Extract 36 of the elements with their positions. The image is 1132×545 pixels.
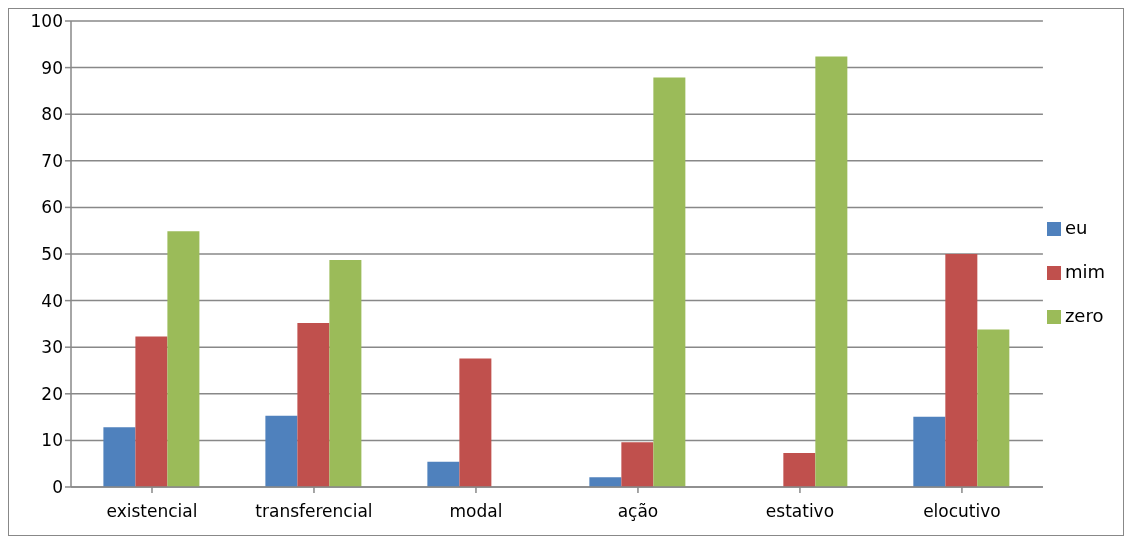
x-tick-label: existencial	[106, 501, 198, 522]
y-tick-label: 0	[52, 477, 63, 498]
legend-label: mim	[1064, 261, 1105, 282]
x-tick-label: transferencial	[255, 501, 373, 522]
bar	[653, 77, 686, 487]
y-tick-label: 100	[30, 11, 63, 32]
bar	[167, 231, 200, 487]
bar	[265, 415, 298, 487]
bar	[427, 461, 460, 487]
y-tick-label: 80	[41, 104, 63, 125]
x-tick-label: elocutivo	[923, 501, 1001, 522]
bar	[135, 336, 168, 487]
x-tick-label: modal	[449, 501, 503, 522]
bar	[621, 442, 654, 487]
bar	[815, 56, 848, 487]
bar	[103, 427, 136, 487]
bar	[589, 477, 622, 487]
bar	[297, 322, 330, 487]
y-tick-label: 60	[41, 197, 63, 218]
bar	[459, 358, 492, 487]
legend-label: eu	[1064, 217, 1088, 238]
x-tick-label: estativo	[765, 501, 835, 522]
x-tick-label: ação	[617, 501, 659, 522]
y-tick-label: 30	[41, 337, 63, 358]
y-tick-label: 70	[41, 150, 63, 171]
bar	[783, 452, 816, 487]
y-tick-label: 90	[41, 57, 63, 78]
bar	[913, 416, 946, 487]
bar	[329, 260, 362, 487]
legend-label: zero	[1064, 305, 1104, 326]
y-tick-label: 20	[41, 383, 63, 404]
bar	[945, 254, 978, 487]
y-tick-label: 40	[41, 290, 63, 311]
bar	[977, 329, 1010, 487]
y-tick-label: 50	[41, 244, 63, 265]
y-tick-label: 10	[41, 430, 63, 451]
